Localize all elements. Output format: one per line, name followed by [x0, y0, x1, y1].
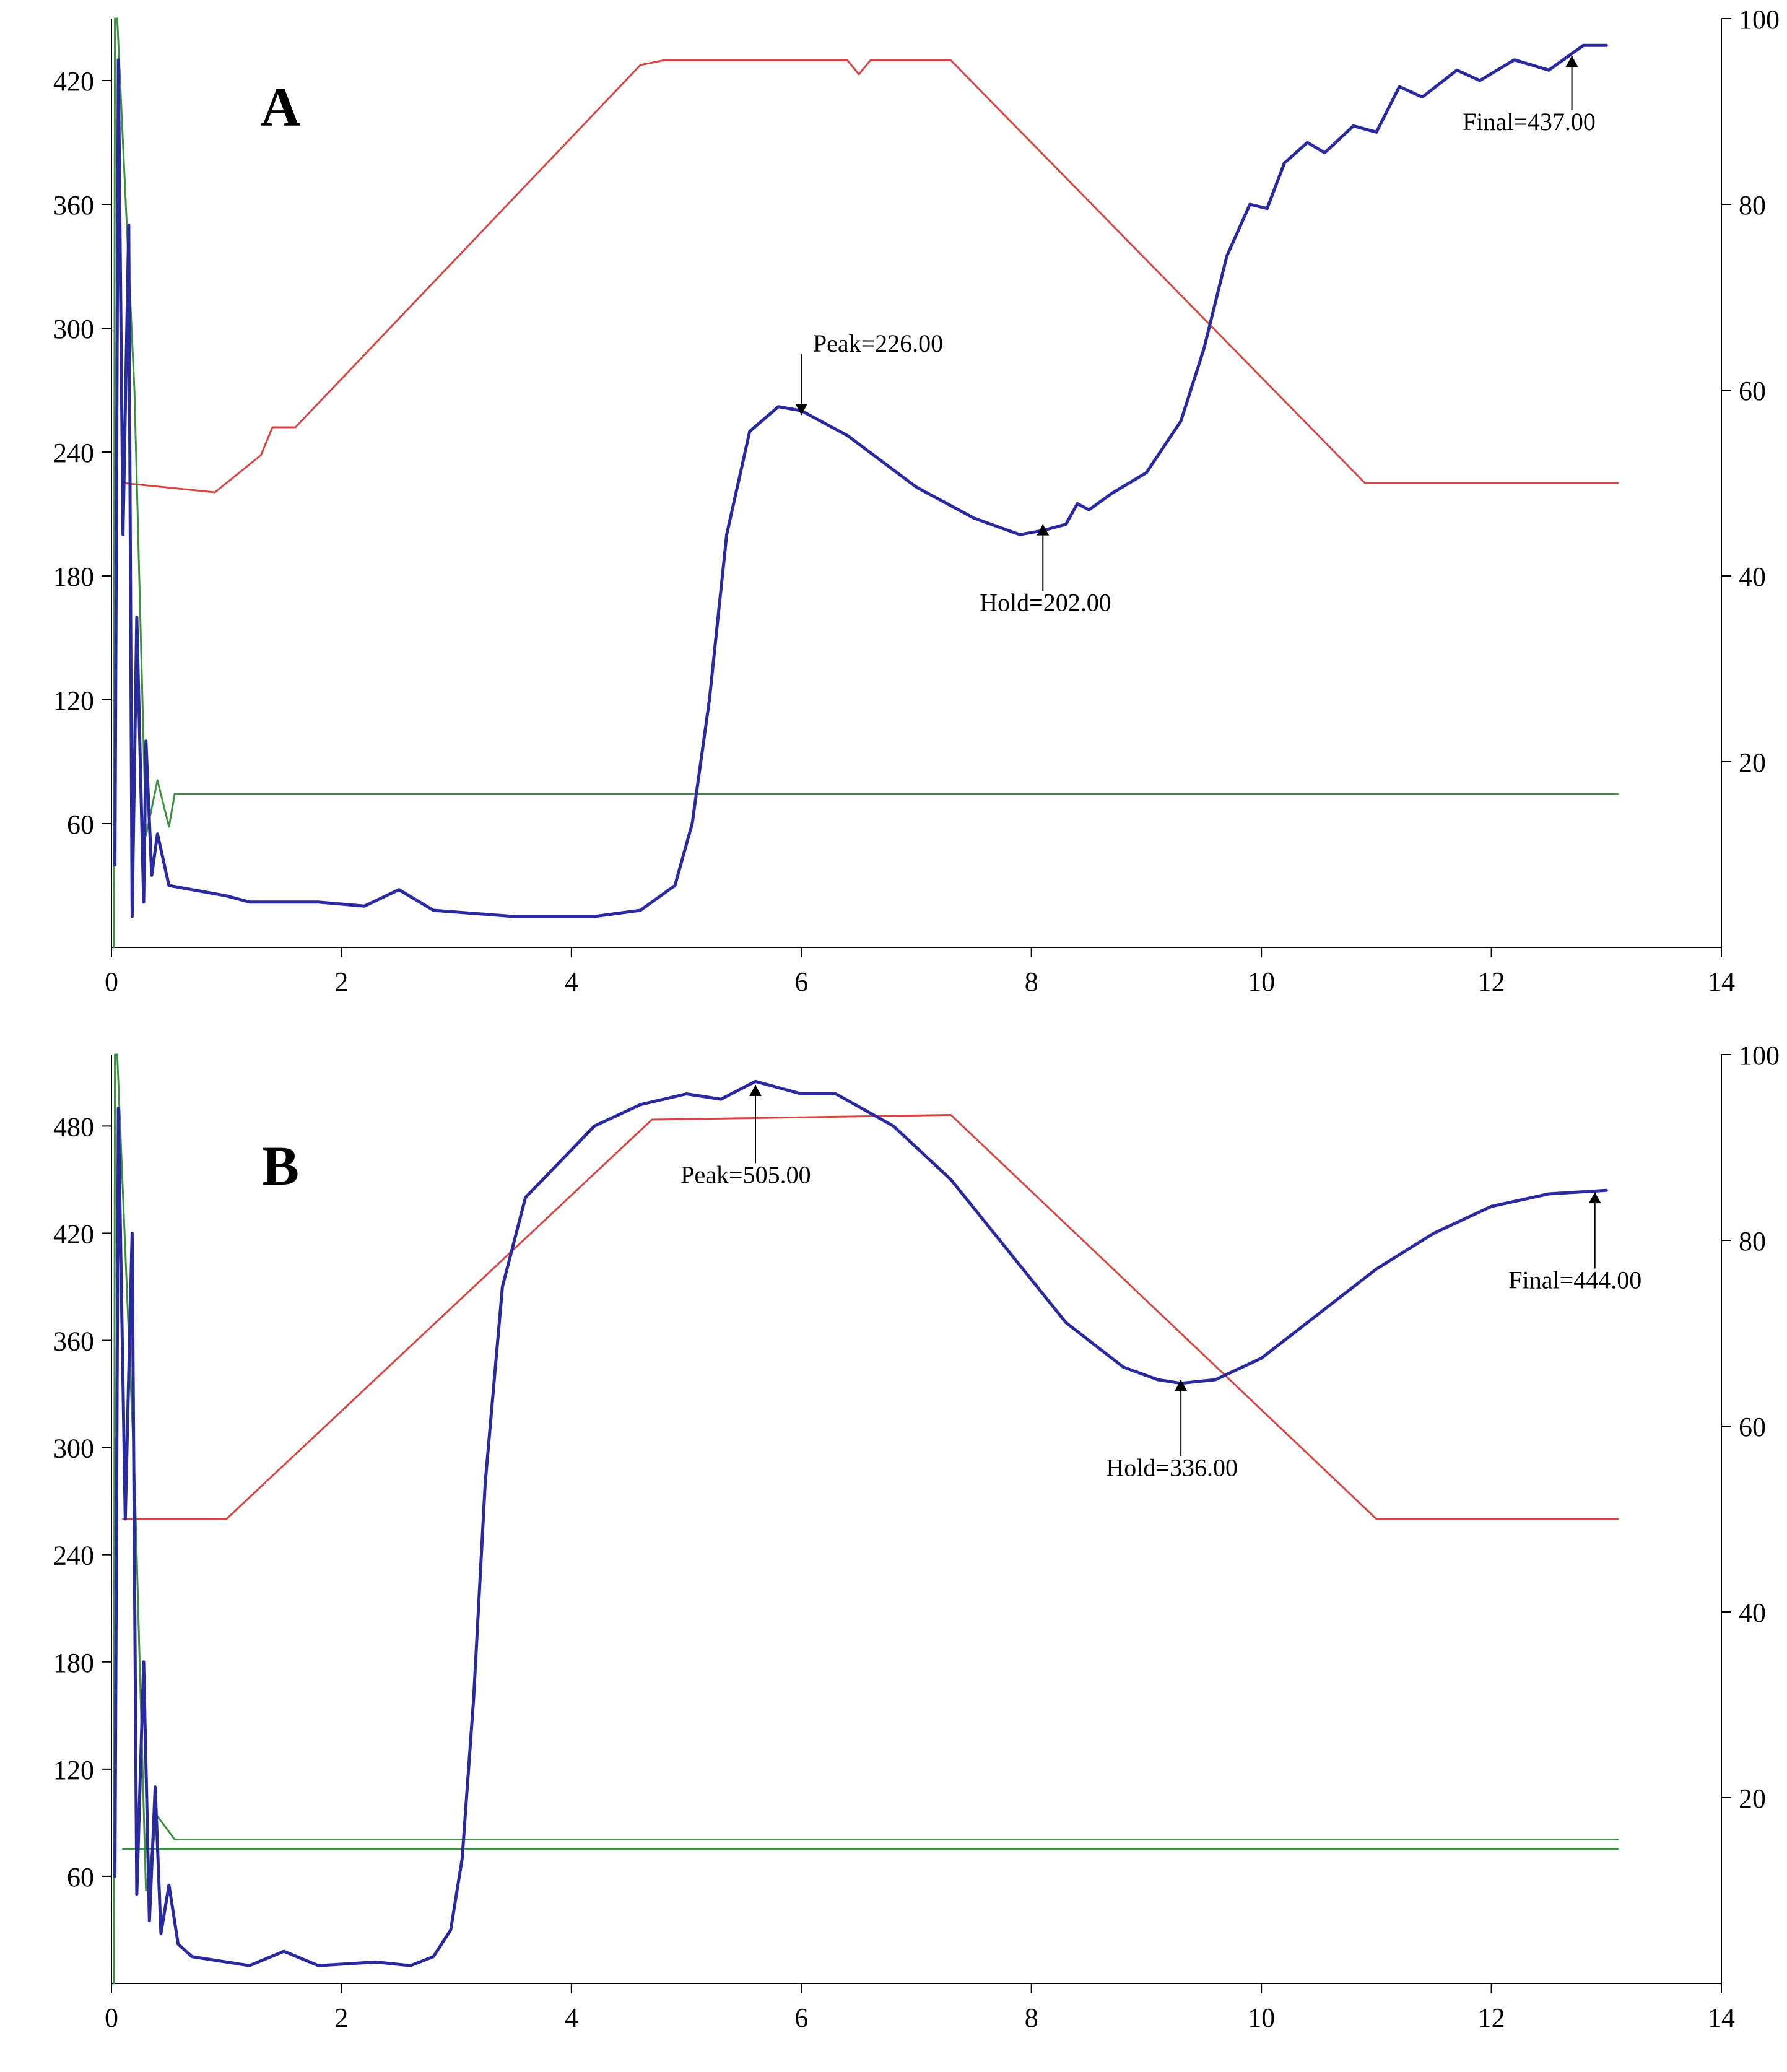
y-left-tick-label: 120	[53, 686, 94, 716]
y-left-tick-label: 180	[53, 1648, 94, 1678]
panel-B-svg: 0 2 4 6 8 10 12 14 60 120 180 240 300 360 420 480 20 40 60…	[0, 1036, 1787, 2072]
y-left-tick-label: 420	[53, 66, 94, 97]
y-right-tick-label: 100	[1739, 1040, 1780, 1071]
x-tick-label: 4	[565, 967, 578, 997]
y-right-tick-label: 20	[1739, 747, 1766, 778]
y-right-tick-label: 20	[1739, 1783, 1766, 1814]
y-right-tick-label: 40	[1739, 562, 1766, 592]
x-tick-label: 12	[1478, 967, 1505, 997]
x-tick-label: 6	[794, 2003, 808, 2033]
panel-A: 0 2 4 6 8 10 12 14 60 120 180 240 300 360 420 20 40 60 80 1…	[0, 0, 1787, 1036]
y-right-tick-label: 60	[1739, 376, 1766, 406]
x-tick-label: 10	[1248, 967, 1275, 997]
x-tick-label: 2	[334, 967, 348, 997]
y-left-tick-label: 120	[53, 1755, 94, 1785]
x-tick-label: 8	[1025, 967, 1038, 997]
y-left-tick-label: 180	[53, 562, 94, 592]
panel-A-svg: 0 2 4 6 8 10 12 14 60 120 180 240 300 360 420 20 40 60 80 1…	[0, 0, 1787, 1036]
x-tick-label: 8	[1025, 2003, 1038, 2033]
y-left-tick-label: 60	[67, 1862, 94, 1892]
x-tick-label: 2	[334, 2003, 348, 2033]
y-left-tick-label: 360	[53, 190, 94, 220]
y-right-tick-label: 80	[1739, 1226, 1766, 1256]
y-left-tick-label: 240	[53, 1541, 94, 1571]
y-right-tick-label: 80	[1739, 190, 1766, 220]
y-left-tick-label: 300	[53, 1434, 94, 1464]
y-right-tick-label: 100	[1739, 4, 1780, 35]
callout-hold: Hold=336.00	[1106, 1453, 1238, 1481]
series-blue	[115, 1081, 1607, 1965]
y-right-tick-label: 40	[1739, 1598, 1766, 1628]
y-left-tick-label: 60	[67, 809, 94, 840]
x-tick-label: 0	[105, 967, 118, 997]
y-left-tick-label: 480	[53, 1112, 94, 1142]
figure-container: 0246810121460120180240300360420204060801…	[0, 0, 1787, 2072]
x-tick-label: 10	[1248, 2003, 1275, 2033]
y-right-tick-label: 60	[1739, 1412, 1766, 1442]
series-red	[123, 1115, 1618, 1520]
series-red	[123, 61, 1618, 493]
callout-hold: Hold=202.00	[980, 589, 1111, 617]
y-left-tick-label: 420	[53, 1219, 94, 1249]
x-tick-label: 14	[1708, 967, 1735, 997]
y-left-tick-label: 240	[53, 438, 94, 468]
x-tick-label: 4	[565, 2003, 578, 2033]
callout-final: Final=444.00	[1508, 1266, 1641, 1294]
series-blue	[115, 45, 1607, 916]
x-tick-label: 14	[1708, 2003, 1735, 2033]
y-left-tick-label: 300	[53, 314, 94, 344]
x-tick-label: 12	[1478, 2003, 1505, 2033]
x-tick-label: 6	[794, 967, 808, 997]
panel-B: 0 2 4 6 8 10 12 14 60 120 180 240 300 360 420 480 20 40 60…	[0, 1036, 1787, 2072]
callout-peak: Peak=505.00	[680, 1160, 811, 1188]
x-tick-label: 0	[105, 2003, 118, 2033]
callout-peak: Peak=226.00	[813, 329, 943, 357]
y-left-tick-label: 360	[53, 1326, 94, 1357]
panel-label: B	[262, 1136, 299, 1197]
panel-label: A	[261, 77, 301, 138]
callout-final: Final=437.00	[1463, 108, 1596, 136]
